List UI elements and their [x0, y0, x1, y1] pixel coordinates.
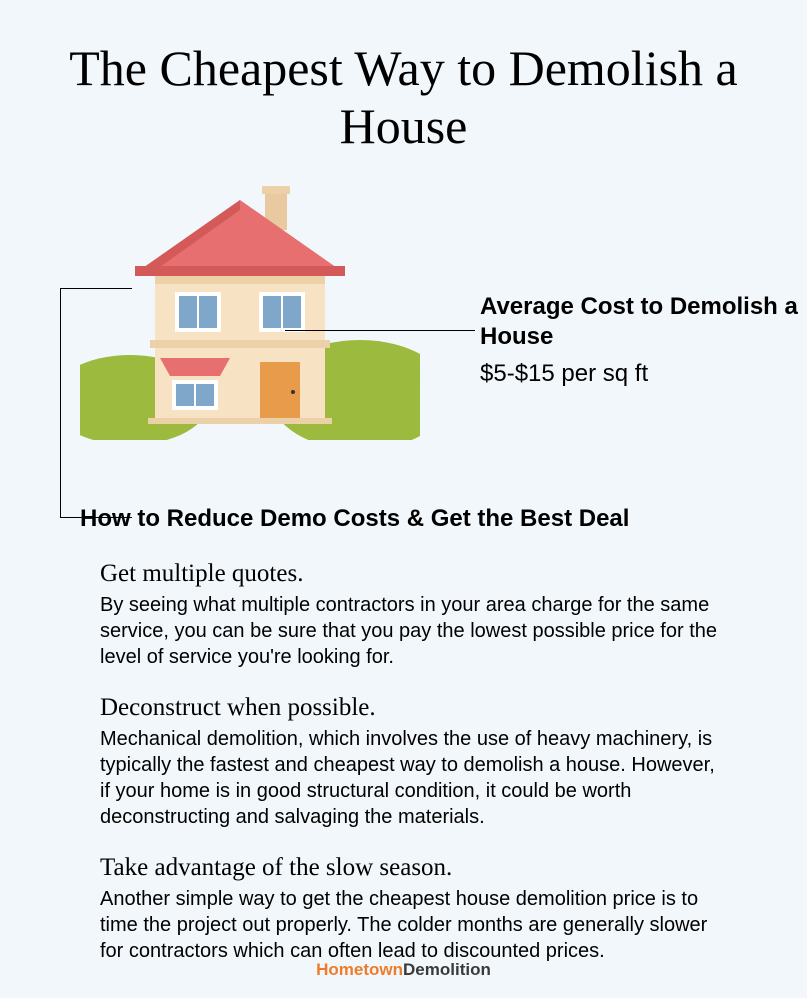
- brand-part-b: Demolition: [403, 960, 491, 979]
- section-heading: How to Reduce Demo Costs & Get the Best …: [80, 505, 629, 533]
- brand-footer: HometownDemolition: [0, 960, 807, 980]
- cost-callout-value: $5-$15 per sq ft: [480, 360, 807, 388]
- callout-leader-line: [285, 330, 475, 331]
- cost-callout-heading: Average Cost to Demolish a House: [480, 292, 807, 352]
- tip-body: Another simple way to get the cheapest h…: [100, 886, 727, 964]
- tip-heading: Take advantage of the slow season.: [100, 854, 727, 882]
- tip-heading: Get multiple quotes.: [100, 560, 727, 588]
- tip-item: Get multiple quotes. By seeing what mult…: [100, 560, 727, 670]
- page-title: The Cheapest Way to Demolish a House: [0, 40, 807, 155]
- tip-body: By seeing what multiple contractors in y…: [100, 592, 727, 670]
- tip-item: Deconstruct when possible. Mechanical de…: [100, 694, 727, 830]
- tip-item: Take advantage of the slow season. Anoth…: [100, 854, 727, 964]
- tip-heading: Deconstruct when possible.: [100, 694, 727, 722]
- brand-part-a: Hometown: [316, 960, 403, 979]
- tips-list: Get multiple quotes. By seeing what mult…: [100, 560, 727, 988]
- cost-callout: Average Cost to Demolish a House $5-$15 …: [480, 292, 807, 388]
- house-illustration: [80, 180, 420, 440]
- tip-body: Mechanical demolition, which involves th…: [100, 726, 727, 830]
